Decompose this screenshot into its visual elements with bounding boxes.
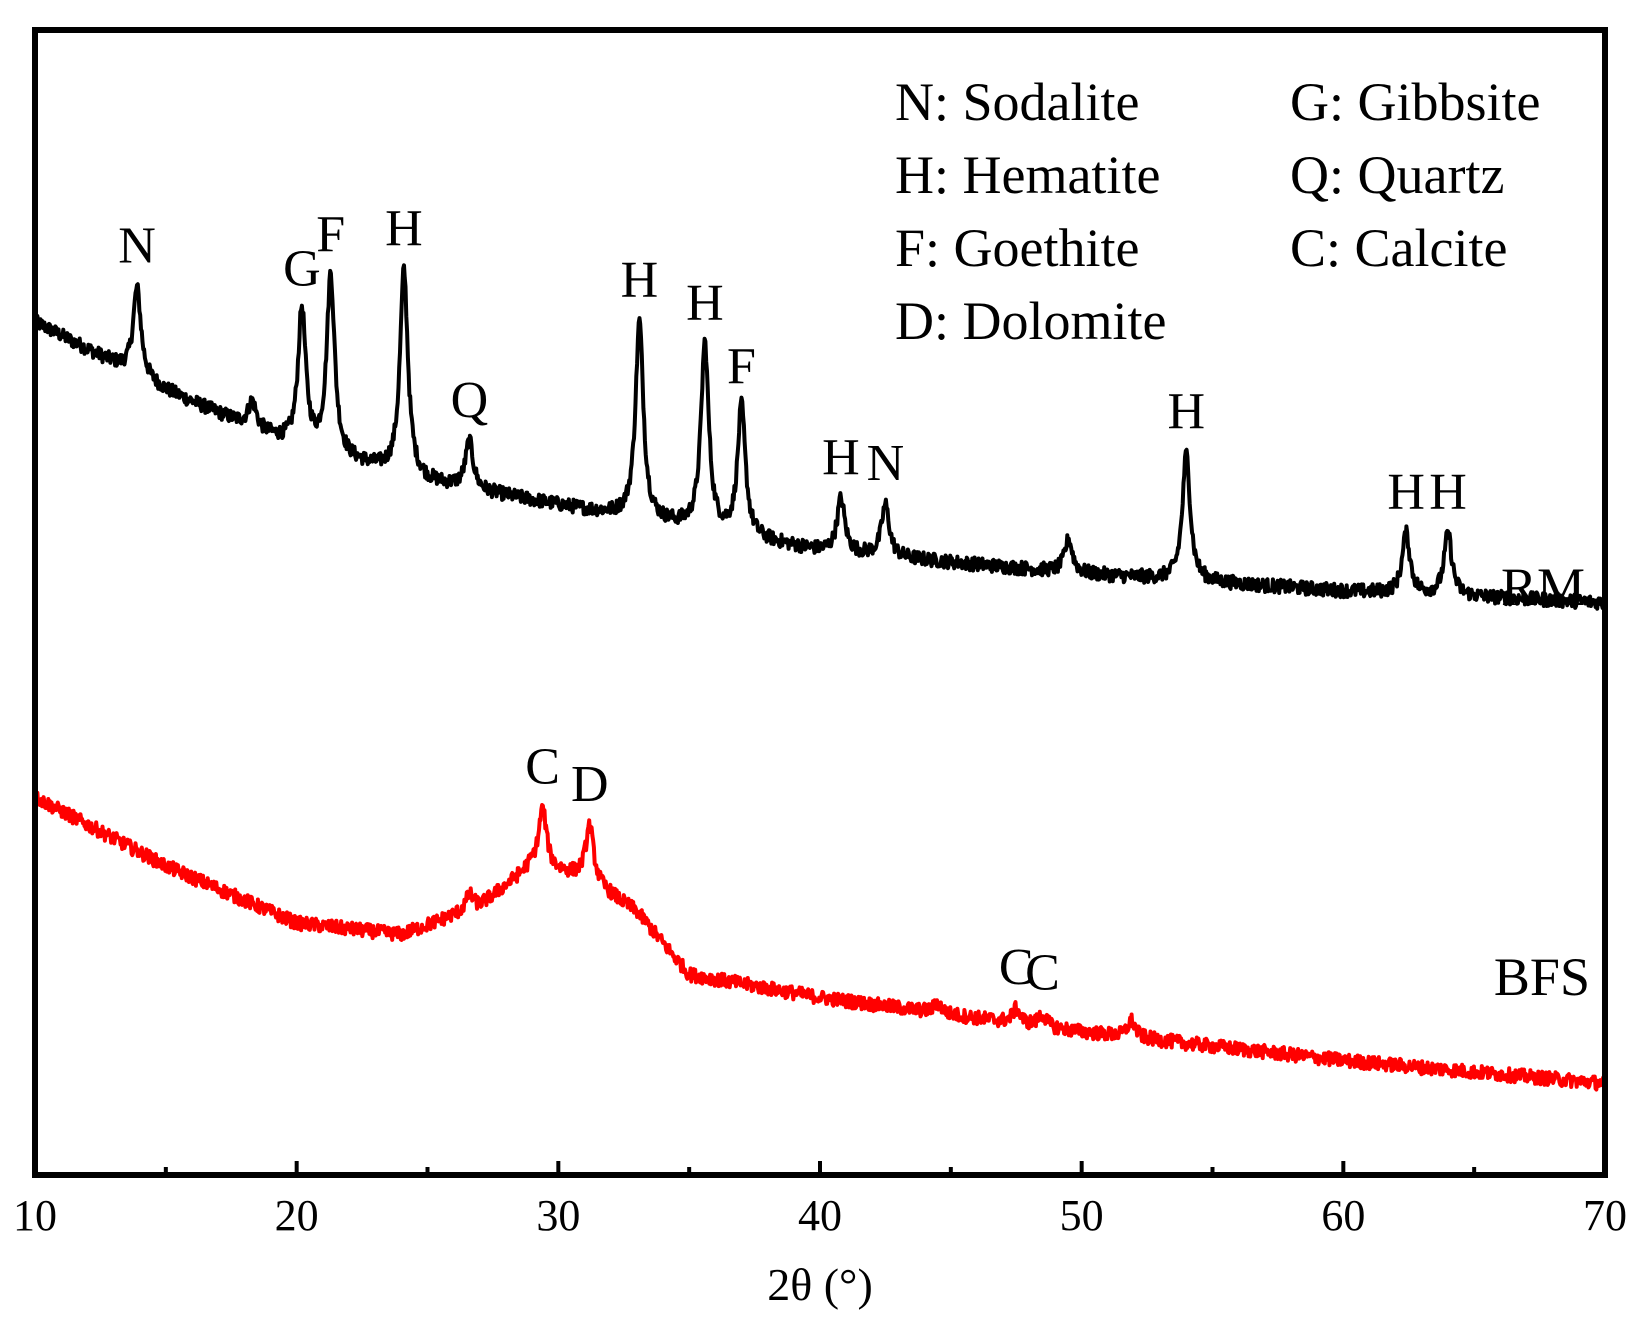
peak-label-rm: H — [621, 252, 659, 309]
x-axis-title: 2θ (°) — [767, 1259, 873, 1310]
peak-labels: N GF HQH HFH NHH HC DCC — [118, 200, 1467, 1001]
legend: N: Sodalite G: Gibbsite H: Hematite Q: Q… — [895, 72, 1541, 351]
peak-label-rm: H — [1429, 464, 1467, 521]
legend-entry-quartz: Q: Quartz — [1290, 145, 1504, 205]
legend-entry-goethite: F: Goethite — [895, 218, 1139, 278]
x-tick-label: 20 — [275, 1191, 319, 1240]
series-line-bfs — [33, 790, 1607, 1092]
peak-label-bfs: C — [999, 939, 1034, 996]
peak-label-rm: F — [316, 206, 345, 263]
series-label-bfs: BFS — [1494, 947, 1590, 1007]
peak-label-bfs: D — [571, 756, 609, 813]
peak-label-rm: H — [822, 429, 860, 486]
peak-label-rm: N — [118, 218, 156, 275]
legend-entry-calcite: C: Calcite — [1290, 218, 1507, 278]
peak-label-rm: H — [1387, 464, 1425, 521]
x-tick-label: 40 — [798, 1191, 842, 1240]
legend-entry-sodalite: N: Sodalite — [895, 72, 1139, 132]
peak-label-rm: H — [1168, 384, 1206, 441]
x-tick-label: 70 — [1583, 1191, 1627, 1240]
legend-entry-gibbsite: G: Gibbsite — [1290, 72, 1541, 132]
x-tick-label: 10 — [13, 1191, 57, 1240]
peak-label-rm: Q — [451, 372, 489, 429]
x-axis-ticks: 10 20 30 40 50 60 70 — [13, 1161, 1627, 1240]
peak-label-bfs: C — [525, 739, 560, 796]
peak-label-rm: N — [867, 435, 905, 492]
series-line-rm — [33, 263, 1607, 611]
peak-label-rm: G — [283, 241, 321, 298]
peak-label-rm: H — [385, 200, 423, 257]
peak-label-rm: H — [686, 275, 724, 332]
series-layer — [33, 263, 1607, 1092]
x-tick-label: 30 — [536, 1191, 580, 1240]
peak-label-bfs: C — [1025, 945, 1060, 1002]
peak-label-rm: F — [727, 338, 756, 395]
legend-entry-hematite: H: Hematite — [895, 145, 1160, 205]
series-label-rm: RM — [1501, 557, 1585, 617]
legend-entry-dolomite: D: Dolomite — [895, 291, 1166, 351]
x-tick-label: 60 — [1321, 1191, 1365, 1240]
x-tick-label: 50 — [1060, 1191, 1104, 1240]
